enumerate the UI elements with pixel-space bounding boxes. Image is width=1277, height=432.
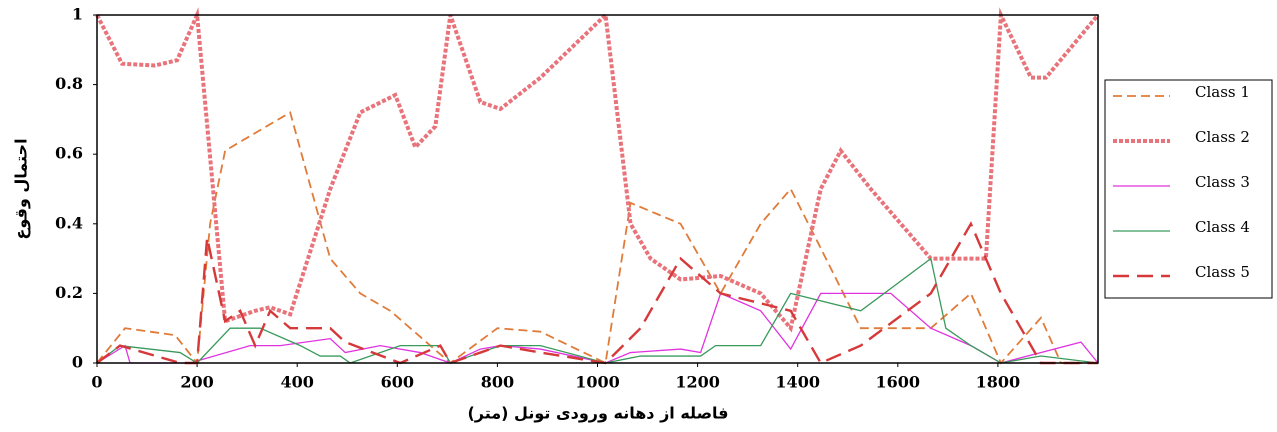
series-line [96,257,1099,364]
y-tick-label: 0 [72,353,83,372]
x-tick-label: 200 [180,373,213,392]
x-tick-label: 1200 [675,373,720,392]
y-tick-label: 0.8 [55,74,83,93]
x-tick-label: 1400 [775,373,820,392]
x-tick-label: 600 [381,373,414,392]
legend-box [1104,79,1273,299]
series-line [95,7,1100,333]
x-axis-label: فاصله از دهانه ورودی تونل (متر) [467,404,728,423]
plot-frame [96,14,1099,364]
x-tick-label: 800 [481,373,514,392]
series-line [96,292,1099,364]
series-line [96,111,1098,366]
legend-label: Class 5 [1195,263,1250,281]
y-tick-label: 0.6 [55,144,83,163]
series-line [96,221,1098,365]
x-tick-label: 400 [280,373,313,392]
y-tick-label: 1 [72,5,83,24]
x-tick-label: 0 [91,373,102,392]
legend-label: Class 3 [1195,173,1250,191]
x-tick-label: 1000 [575,373,620,392]
y-tick-label: 0.4 [55,213,83,232]
legend-label: Class 2 [1195,128,1250,146]
x-tick-label: 1800 [976,373,1021,392]
x-tick-label: 1600 [876,373,921,392]
y-axis-label: احتمال وقوع [12,138,31,239]
legend-label: Class 4 [1195,218,1250,236]
y-tick-label: 0.2 [55,283,83,302]
legend-label: Class 1 [1195,83,1250,101]
